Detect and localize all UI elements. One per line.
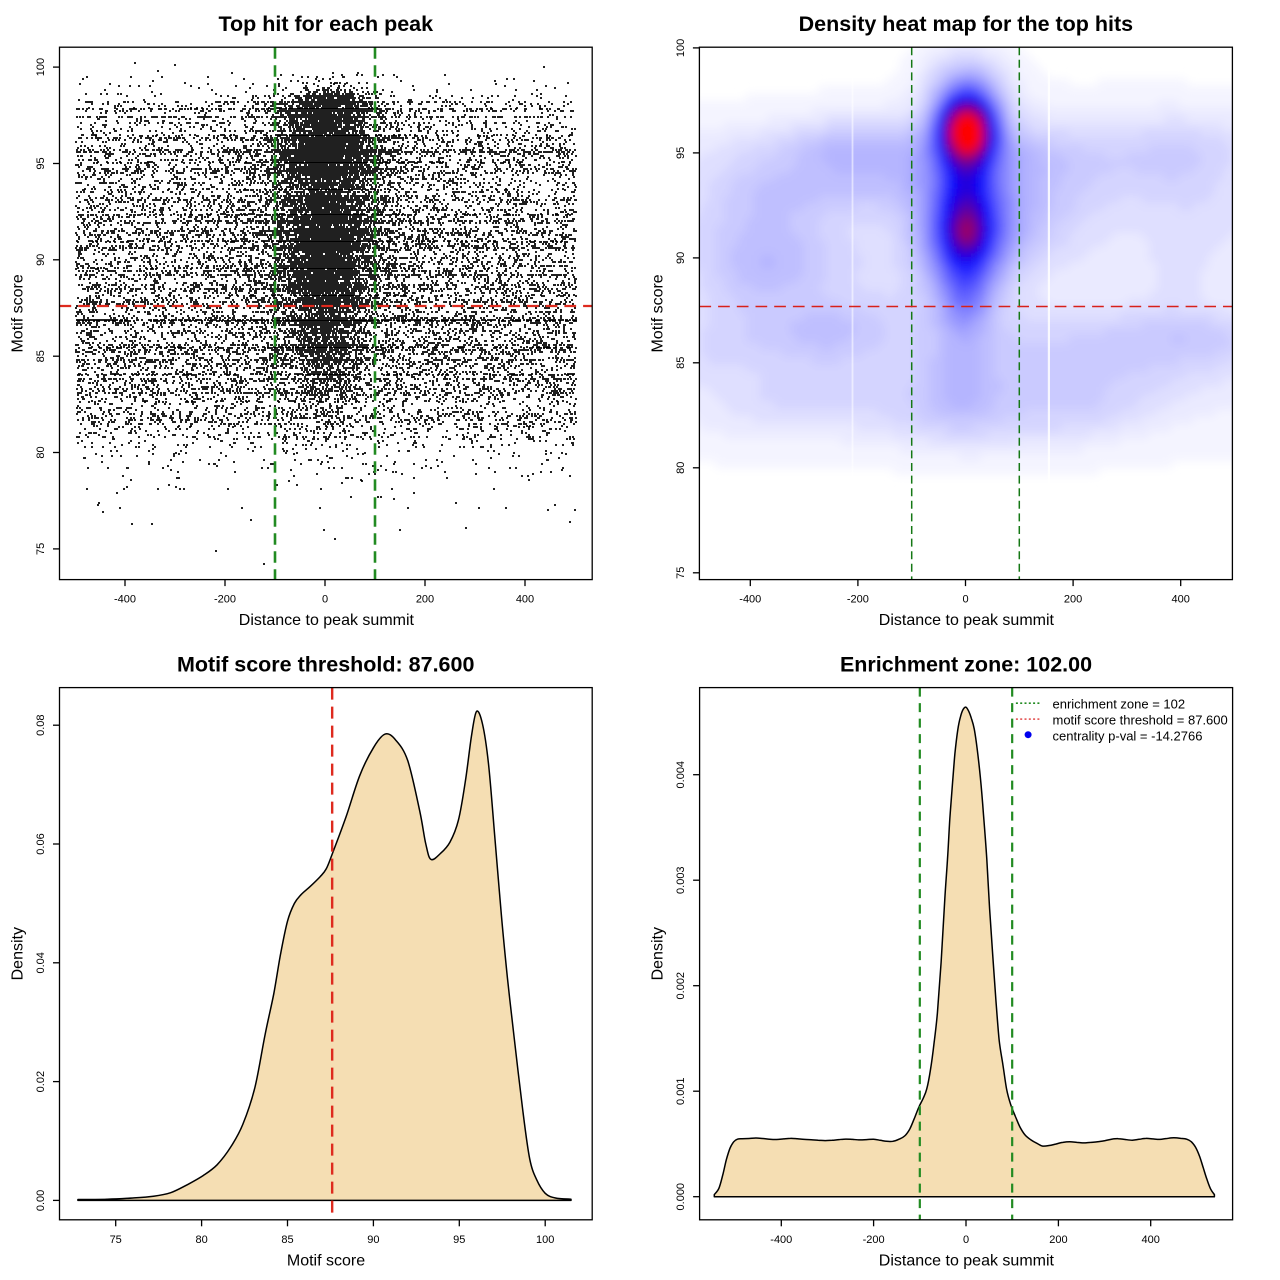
svg-text:-400: -400 xyxy=(739,594,761,606)
svg-text:Motif score threshold: 87.600: Motif score threshold: 87.600 xyxy=(177,653,475,677)
svg-text:200: 200 xyxy=(1049,1234,1067,1246)
svg-text:0: 0 xyxy=(322,594,328,606)
svg-text:200: 200 xyxy=(1064,594,1082,606)
svg-text:enrichment zone = 102: enrichment zone = 102 xyxy=(1053,696,1186,711)
svg-text:400: 400 xyxy=(1142,1234,1160,1246)
svg-text:85: 85 xyxy=(675,357,687,369)
svg-text:0: 0 xyxy=(962,594,968,606)
svg-text:0.08: 0.08 xyxy=(35,714,47,735)
svg-text:75: 75 xyxy=(110,1234,122,1246)
svg-text:75: 75 xyxy=(35,543,47,555)
svg-text:85: 85 xyxy=(35,350,47,362)
svg-text:95: 95 xyxy=(35,157,47,169)
svg-text:400: 400 xyxy=(516,594,534,606)
svg-text:80: 80 xyxy=(35,446,47,458)
svg-text:80: 80 xyxy=(195,1234,207,1246)
svg-text:0.04: 0.04 xyxy=(35,952,47,973)
svg-text:Distance to peak summit: Distance to peak summit xyxy=(879,612,1055,629)
svg-text:0.02: 0.02 xyxy=(35,1071,47,1092)
svg-text:Distance to peak summit: Distance to peak summit xyxy=(879,1253,1055,1270)
svg-text:Motif score: Motif score xyxy=(10,274,27,352)
svg-text:motif score threshold = 87.600: motif score threshold = 87.600 xyxy=(1053,712,1228,727)
svg-text:90: 90 xyxy=(675,252,687,264)
svg-text:0.001: 0.001 xyxy=(675,1077,687,1105)
svg-text:Distance to peak summit: Distance to peak summit xyxy=(239,612,415,629)
svg-text:0: 0 xyxy=(963,1234,969,1246)
svg-text:-200: -200 xyxy=(863,1234,885,1246)
svg-text:Top hit for each peak: Top hit for each peak xyxy=(218,12,433,36)
svg-text:Density: Density xyxy=(10,927,27,980)
svg-text:-400: -400 xyxy=(770,1234,792,1246)
svg-text:Density heat map for the top h: Density heat map for the top hits xyxy=(799,12,1134,36)
svg-text:0.004: 0.004 xyxy=(675,761,687,789)
svg-text:75: 75 xyxy=(675,567,687,579)
svg-text:Motif score: Motif score xyxy=(287,1253,365,1270)
svg-text:-200: -200 xyxy=(847,594,869,606)
svg-text:0.000: 0.000 xyxy=(675,1183,687,1211)
svg-text:Density: Density xyxy=(650,927,667,980)
svg-text:100: 100 xyxy=(675,39,687,57)
svg-text:-200: -200 xyxy=(214,594,236,606)
svg-text:-400: -400 xyxy=(114,594,136,606)
svg-text:90: 90 xyxy=(35,254,47,266)
svg-text:200: 200 xyxy=(416,594,434,606)
svg-text:Enrichment zone: 102.00: Enrichment zone: 102.00 xyxy=(840,653,1092,677)
svg-text:95: 95 xyxy=(675,147,687,159)
svg-text:0.003: 0.003 xyxy=(675,866,687,894)
svg-text:90: 90 xyxy=(367,1234,379,1246)
svg-text:100: 100 xyxy=(536,1234,554,1246)
svg-text:Motif score: Motif score xyxy=(650,274,667,352)
svg-text:0.06: 0.06 xyxy=(35,833,47,854)
svg-text:100: 100 xyxy=(35,58,47,76)
svg-text:0.00: 0.00 xyxy=(35,1190,47,1211)
svg-text:85: 85 xyxy=(281,1234,293,1246)
svg-text:centrality p-val = -14.2766: centrality p-val = -14.2766 xyxy=(1053,728,1203,743)
svg-text:80: 80 xyxy=(675,462,687,474)
svg-text:95: 95 xyxy=(453,1234,465,1246)
svg-text:0.002: 0.002 xyxy=(675,972,687,1000)
svg-text:400: 400 xyxy=(1172,594,1190,606)
